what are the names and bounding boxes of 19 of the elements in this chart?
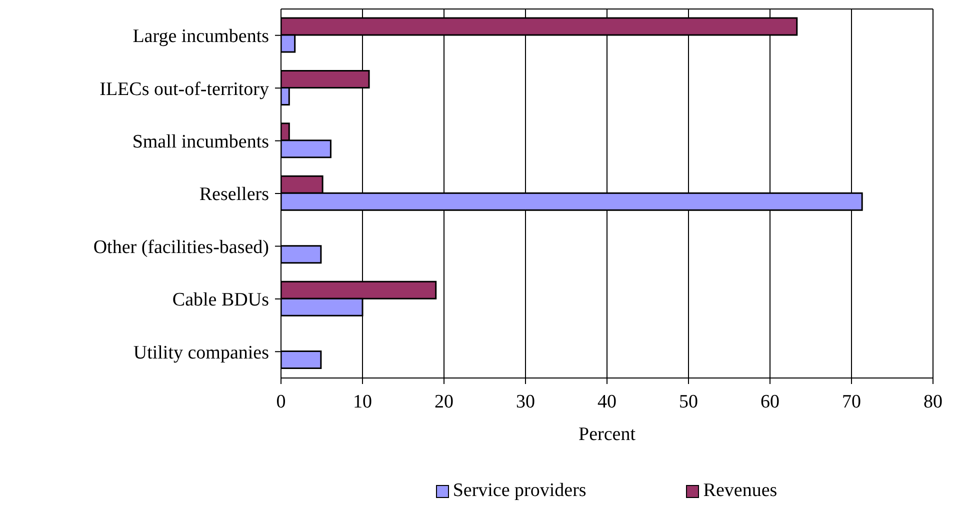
x-tick-label: 60	[760, 391, 780, 412]
y-tick-label: ILECs out-of-territory	[100, 78, 270, 100]
y-tick-label: Cable BDUs	[172, 290, 269, 311]
legend-label: Service providers	[452, 480, 586, 502]
x-tick-label: 30	[516, 391, 535, 412]
x-tick-label: 80	[924, 391, 942, 412]
x-tick-label: 40	[598, 391, 616, 412]
legend-label: Revenues	[703, 480, 778, 502]
x-tick-label: 50	[679, 391, 698, 412]
x-tick-label: 70	[842, 391, 861, 412]
y-tick-label: Utility companies	[133, 342, 269, 364]
x-tick-label: 20	[434, 391, 454, 412]
y-tick-label: Resellers	[199, 184, 269, 206]
y-tick-label: Large incumbents	[132, 26, 269, 48]
x-tick-label: 10	[353, 391, 372, 412]
x-axis-title: Percent	[578, 424, 636, 445]
y-tick-label: Small incumbents	[132, 132, 269, 153]
y-tick-label: Other (facilities-based)	[93, 236, 269, 258]
x-tick-label: 0	[276, 391, 286, 412]
